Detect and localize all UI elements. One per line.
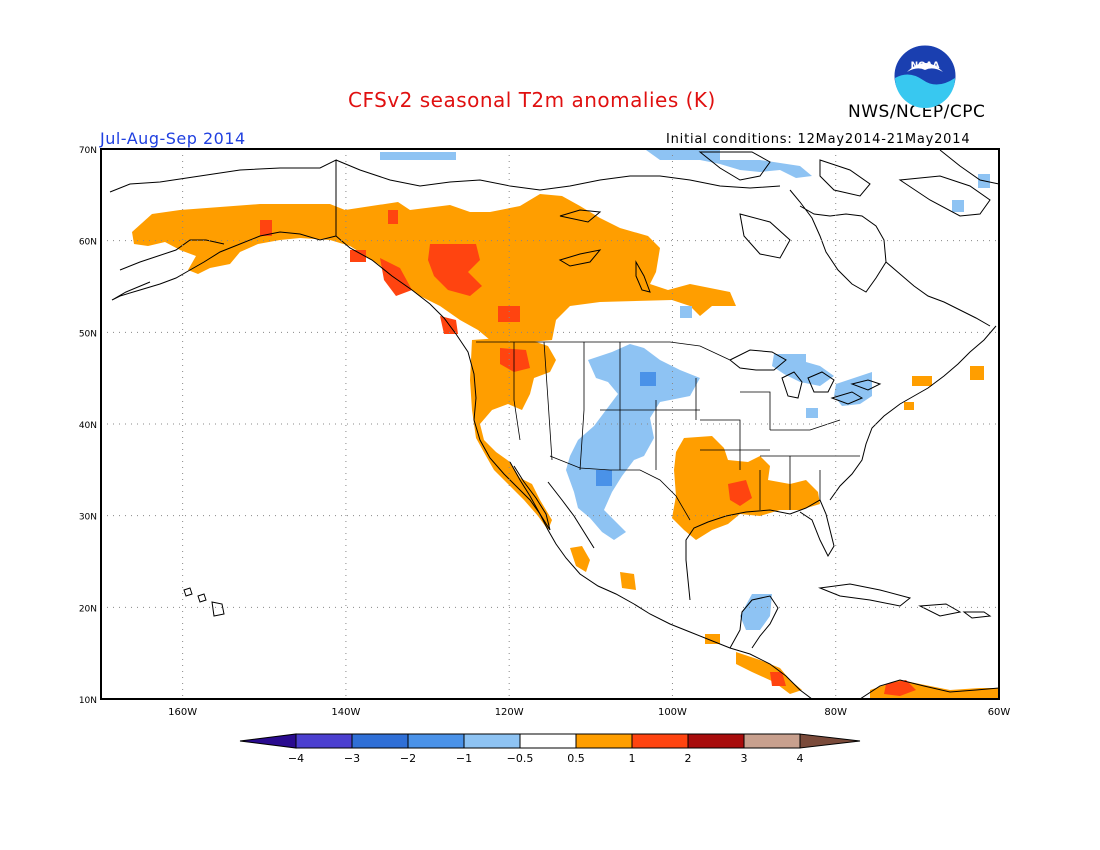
lon-tick-label: 120W xyxy=(495,707,524,718)
period-label: Jul-Aug-Sep 2014 xyxy=(100,129,246,148)
colorbar-tick-label: 2 xyxy=(685,752,692,765)
lat-tick-label: 60N xyxy=(79,238,97,248)
lat-tick-label: 40N xyxy=(79,421,97,431)
anomaly-northeast-warm xyxy=(904,366,984,410)
anomaly-shading xyxy=(132,150,999,699)
colorbar-min-arrow xyxy=(239,733,297,749)
anomaly-yucatan-cool xyxy=(740,594,772,630)
anomaly-northern-cool xyxy=(380,150,990,212)
colorbar-tick-label: −1 xyxy=(456,752,472,765)
anomaly-greatlakes-cool xyxy=(680,306,872,418)
lat-tick-label: 20N xyxy=(79,604,97,614)
colorbar-tick-label: −0.5 xyxy=(507,752,534,765)
latitude-labels: 70N 60N 50N 40N 30N 20N 10N xyxy=(79,146,97,706)
colorbar-segment xyxy=(463,733,521,749)
anomaly-canada-hot xyxy=(260,210,530,372)
lat-tick-label: 10N xyxy=(79,696,97,706)
lat-tick-label: 30N xyxy=(79,513,97,523)
anomaly-plains-cool xyxy=(566,344,700,540)
colorbar-tick-label: 4 xyxy=(797,752,804,765)
colorbar-tick-label: −2 xyxy=(400,752,416,765)
colorbar-segment xyxy=(631,733,689,749)
colorbar-max-arrow xyxy=(799,733,861,749)
colorbar-segment xyxy=(743,733,801,749)
anomaly-west-coast-warm xyxy=(470,338,556,530)
colorbar-tick-label: 3 xyxy=(741,752,748,765)
colorbar-segment xyxy=(351,733,409,749)
colorbar-segment xyxy=(519,733,577,749)
lon-tick-label: 60W xyxy=(988,707,1011,718)
political-boundaries xyxy=(476,341,860,521)
coastlines xyxy=(109,149,999,699)
colorbar-tick-label: 1 xyxy=(629,752,636,765)
lon-tick-label: 140W xyxy=(331,707,360,718)
lat-tick-label: 50N xyxy=(79,329,97,339)
anomaly-mexico-coast-warm xyxy=(570,546,720,644)
logo-text: NOAA xyxy=(911,61,940,71)
lon-tick-label: 160W xyxy=(168,707,197,718)
colorbar-segment xyxy=(407,733,465,749)
anomaly-plains-coldspot xyxy=(596,372,656,486)
colorbar-tick-label: 0.5 xyxy=(567,752,585,765)
map-frame xyxy=(100,148,1000,700)
noaa-logo: NOAA xyxy=(893,44,957,108)
colorbar-tick-label: −4 xyxy=(288,752,304,765)
colorbar-tick-label: −3 xyxy=(344,752,360,765)
initial-conditions-label: Initial conditions: 12May2014-21May2014 xyxy=(666,132,971,147)
page-title: CFSv2 seasonal T2m anomalies (K) xyxy=(348,88,716,112)
organization-label: NWS/NCEP/CPC xyxy=(848,102,986,122)
colorbar-segment xyxy=(687,733,745,749)
lat-tick-label: 70N xyxy=(79,146,97,156)
colorbar-labels: −4 −3 −2 −1 −0.5 0.5 1 2 3 4 xyxy=(288,752,804,765)
lon-tick-label: 100W xyxy=(658,707,687,718)
lon-tick-label: 80W xyxy=(824,707,847,718)
colorbar xyxy=(239,733,861,749)
longitude-labels: 160W 140W 120W 100W 80W 60W xyxy=(168,707,1010,718)
colorbar-segment xyxy=(295,733,353,749)
anomaly-central-america-warm xyxy=(736,652,802,694)
colorbar-segment xyxy=(575,733,633,749)
